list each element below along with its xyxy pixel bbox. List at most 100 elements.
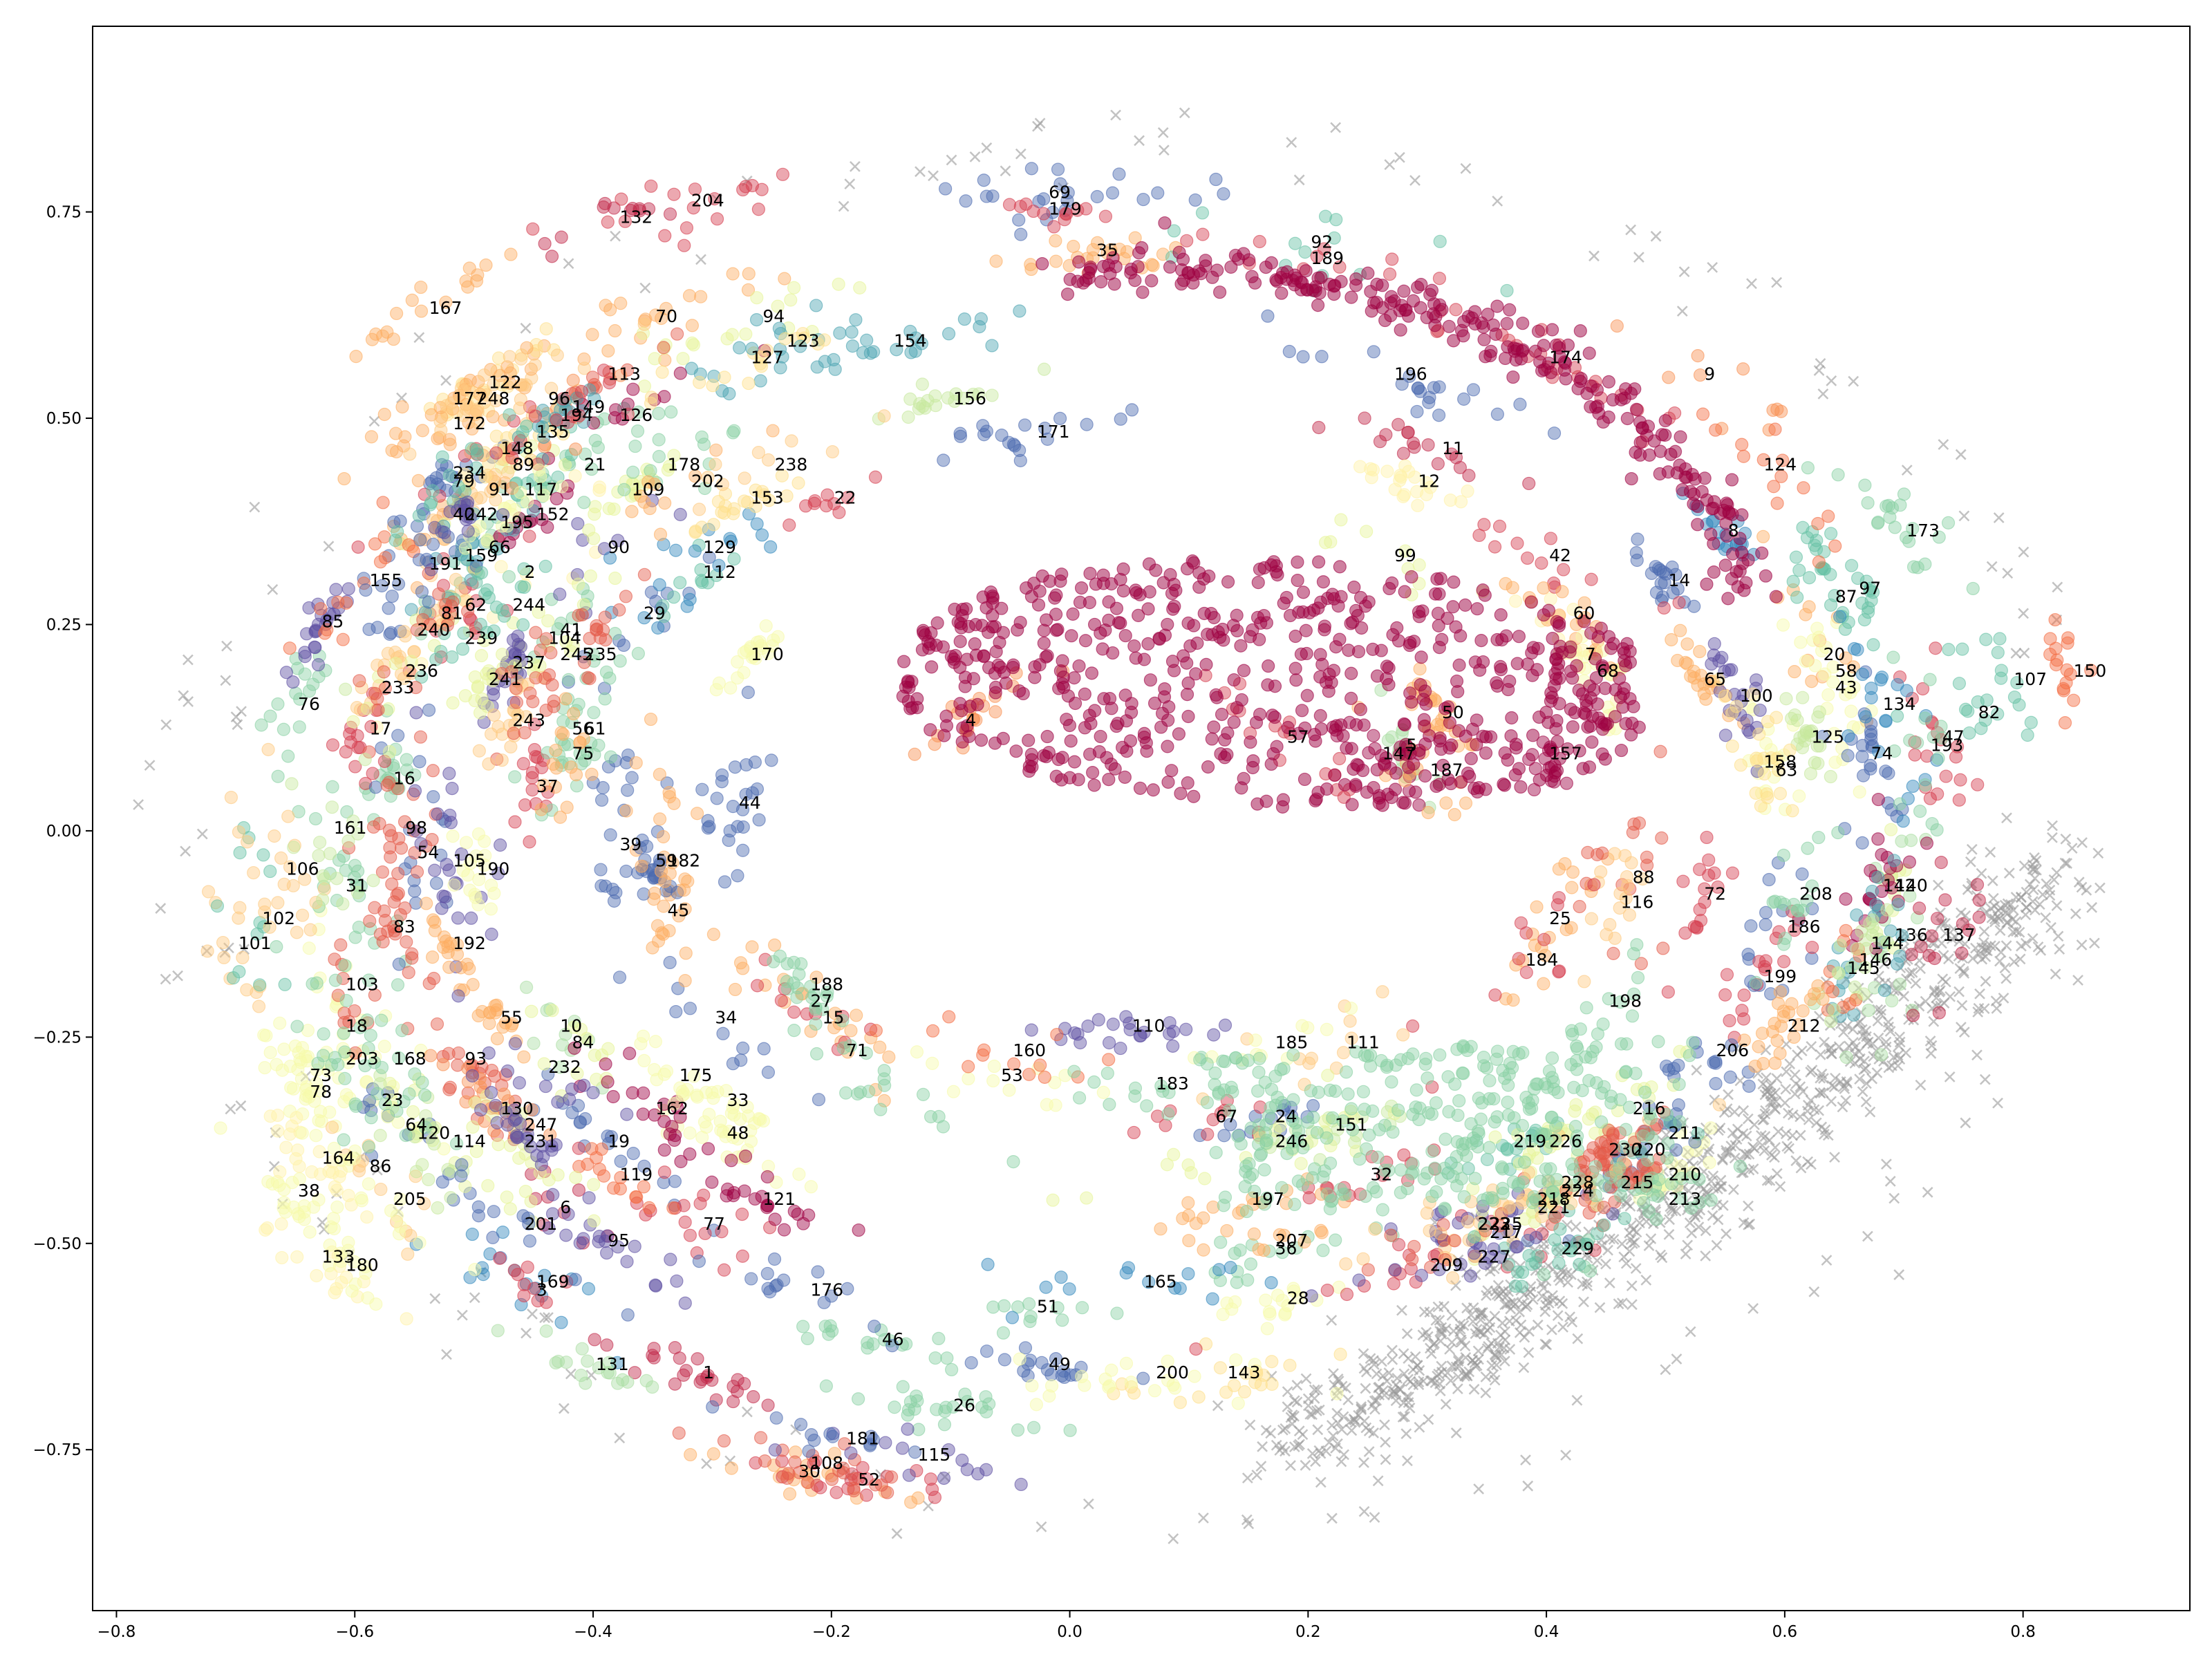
- cluster-point: [678, 1296, 692, 1310]
- cluster-point: [493, 1251, 507, 1265]
- cluster-point: [675, 1085, 689, 1098]
- cluster-point: [939, 1400, 953, 1414]
- noise-point: [1741, 1149, 1752, 1161]
- noise-point: [1839, 1006, 1851, 1017]
- noise-point: [2010, 916, 2022, 928]
- cluster-point: [1220, 1296, 1234, 1310]
- cluster-point: [214, 1121, 227, 1135]
- cluster-point: [1934, 856, 1948, 870]
- noise-point: [1665, 1201, 1676, 1212]
- noise-point: [1625, 1234, 1637, 1246]
- cluster-point: [1902, 855, 1917, 869]
- cluster-point: [328, 1180, 342, 1194]
- noise-point: [1787, 1109, 1799, 1121]
- noise-point: [1815, 1049, 1826, 1060]
- noise-point: [1820, 976, 1832, 988]
- noise-point: [1858, 1064, 1870, 1076]
- cluster-point: [1827, 1003, 1841, 1017]
- cluster-point: [1966, 581, 1980, 596]
- cluster-point: [1105, 186, 1120, 200]
- cluster-point: [745, 940, 759, 954]
- noise-point: [1691, 1195, 1703, 1207]
- cluster-point: [626, 382, 640, 396]
- noise-point: [1663, 1228, 1675, 1240]
- cluster-point: [435, 901, 449, 915]
- cluster-point: [1792, 563, 1806, 577]
- noise-point: [2054, 944, 2065, 955]
- cluster-point: [1790, 590, 1804, 604]
- cluster-point: [1843, 997, 1857, 1011]
- cluster-point: [2024, 715, 2038, 729]
- cluster-point: [546, 757, 561, 771]
- noise-point: [1481, 1290, 1492, 1301]
- cluster-point: [386, 332, 400, 346]
- cluster-point: [765, 753, 778, 767]
- noise-point: [1642, 1110, 1653, 1122]
- cluster-point: [901, 1422, 915, 1436]
- cluster-point: [800, 1331, 814, 1346]
- cluster-point: [1510, 1240, 1524, 1254]
- noise-point: [1810, 1117, 1822, 1129]
- cluster-point: [360, 1210, 374, 1224]
- noise-point: [1542, 1260, 1554, 1272]
- cluster-point: [749, 312, 764, 327]
- cluster-point: [574, 384, 589, 399]
- cluster-point: [410, 865, 424, 879]
- cluster-point: [538, 236, 552, 251]
- cluster-point: [1888, 521, 1902, 534]
- noise-point: [2059, 857, 2071, 869]
- noise-point: [1980, 975, 1991, 987]
- cluster-point: [1013, 1352, 1027, 1366]
- cluster-point: [1410, 404, 1424, 419]
- noise-point: [1556, 1264, 1567, 1275]
- cluster-point: [856, 346, 870, 359]
- noise-point: [1994, 925, 2006, 937]
- cluster-point: [1302, 1191, 1316, 1205]
- noise-point: [1277, 1441, 1288, 1453]
- noise-point: [1840, 1095, 1852, 1106]
- cluster-point: [362, 1177, 375, 1191]
- cluster-point: [1797, 481, 1810, 495]
- cluster-point: [328, 973, 342, 987]
- cluster-point: [2012, 698, 2026, 712]
- cluster-point: [390, 306, 404, 321]
- cluster-point: [1315, 350, 1329, 364]
- noise-point: [1844, 1056, 1856, 1067]
- cluster-point: [1752, 727, 1766, 741]
- cluster-point: [1091, 1013, 1105, 1027]
- cluster-point: [556, 715, 570, 729]
- noise-point: [1293, 1440, 1304, 1452]
- cluster-point: [308, 812, 323, 826]
- cluster-point: [405, 947, 419, 961]
- noise-point: [1342, 1394, 1354, 1406]
- cluster-point: [449, 572, 463, 586]
- noise-point: [2035, 945, 2047, 956]
- cluster-point: [409, 706, 423, 720]
- cluster-point: [1027, 204, 1040, 218]
- noise-point: [1488, 1369, 1499, 1380]
- noise-point: [1552, 1310, 1564, 1322]
- cluster-point: [554, 230, 568, 244]
- cluster-point: [1522, 476, 1536, 491]
- cluster-point: [1154, 1222, 1168, 1236]
- cluster-point: [756, 1114, 770, 1128]
- cluster-point: [270, 940, 283, 954]
- cluster-point: [1824, 769, 1837, 784]
- cluster-point: [657, 341, 671, 355]
- noise-point: [1741, 1130, 1752, 1142]
- cluster-point: [1136, 192, 1150, 207]
- cluster-point: [683, 1002, 697, 1015]
- cluster-point: [233, 846, 247, 860]
- cluster-point: [253, 978, 267, 992]
- cluster-point: [331, 595, 345, 609]
- cluster-point: [583, 569, 597, 583]
- cluster-point: [1124, 1376, 1138, 1389]
- cluster-point: [1548, 1233, 1562, 1247]
- cluster-point: [337, 1095, 351, 1109]
- noise-points-layer: [133, 107, 2106, 1544]
- cluster-point: [997, 1353, 1012, 1367]
- noise-point: [1452, 1383, 1463, 1394]
- cluster-point: [376, 496, 390, 509]
- cluster-point: [263, 1046, 277, 1060]
- cluster-point: [1795, 867, 1809, 881]
